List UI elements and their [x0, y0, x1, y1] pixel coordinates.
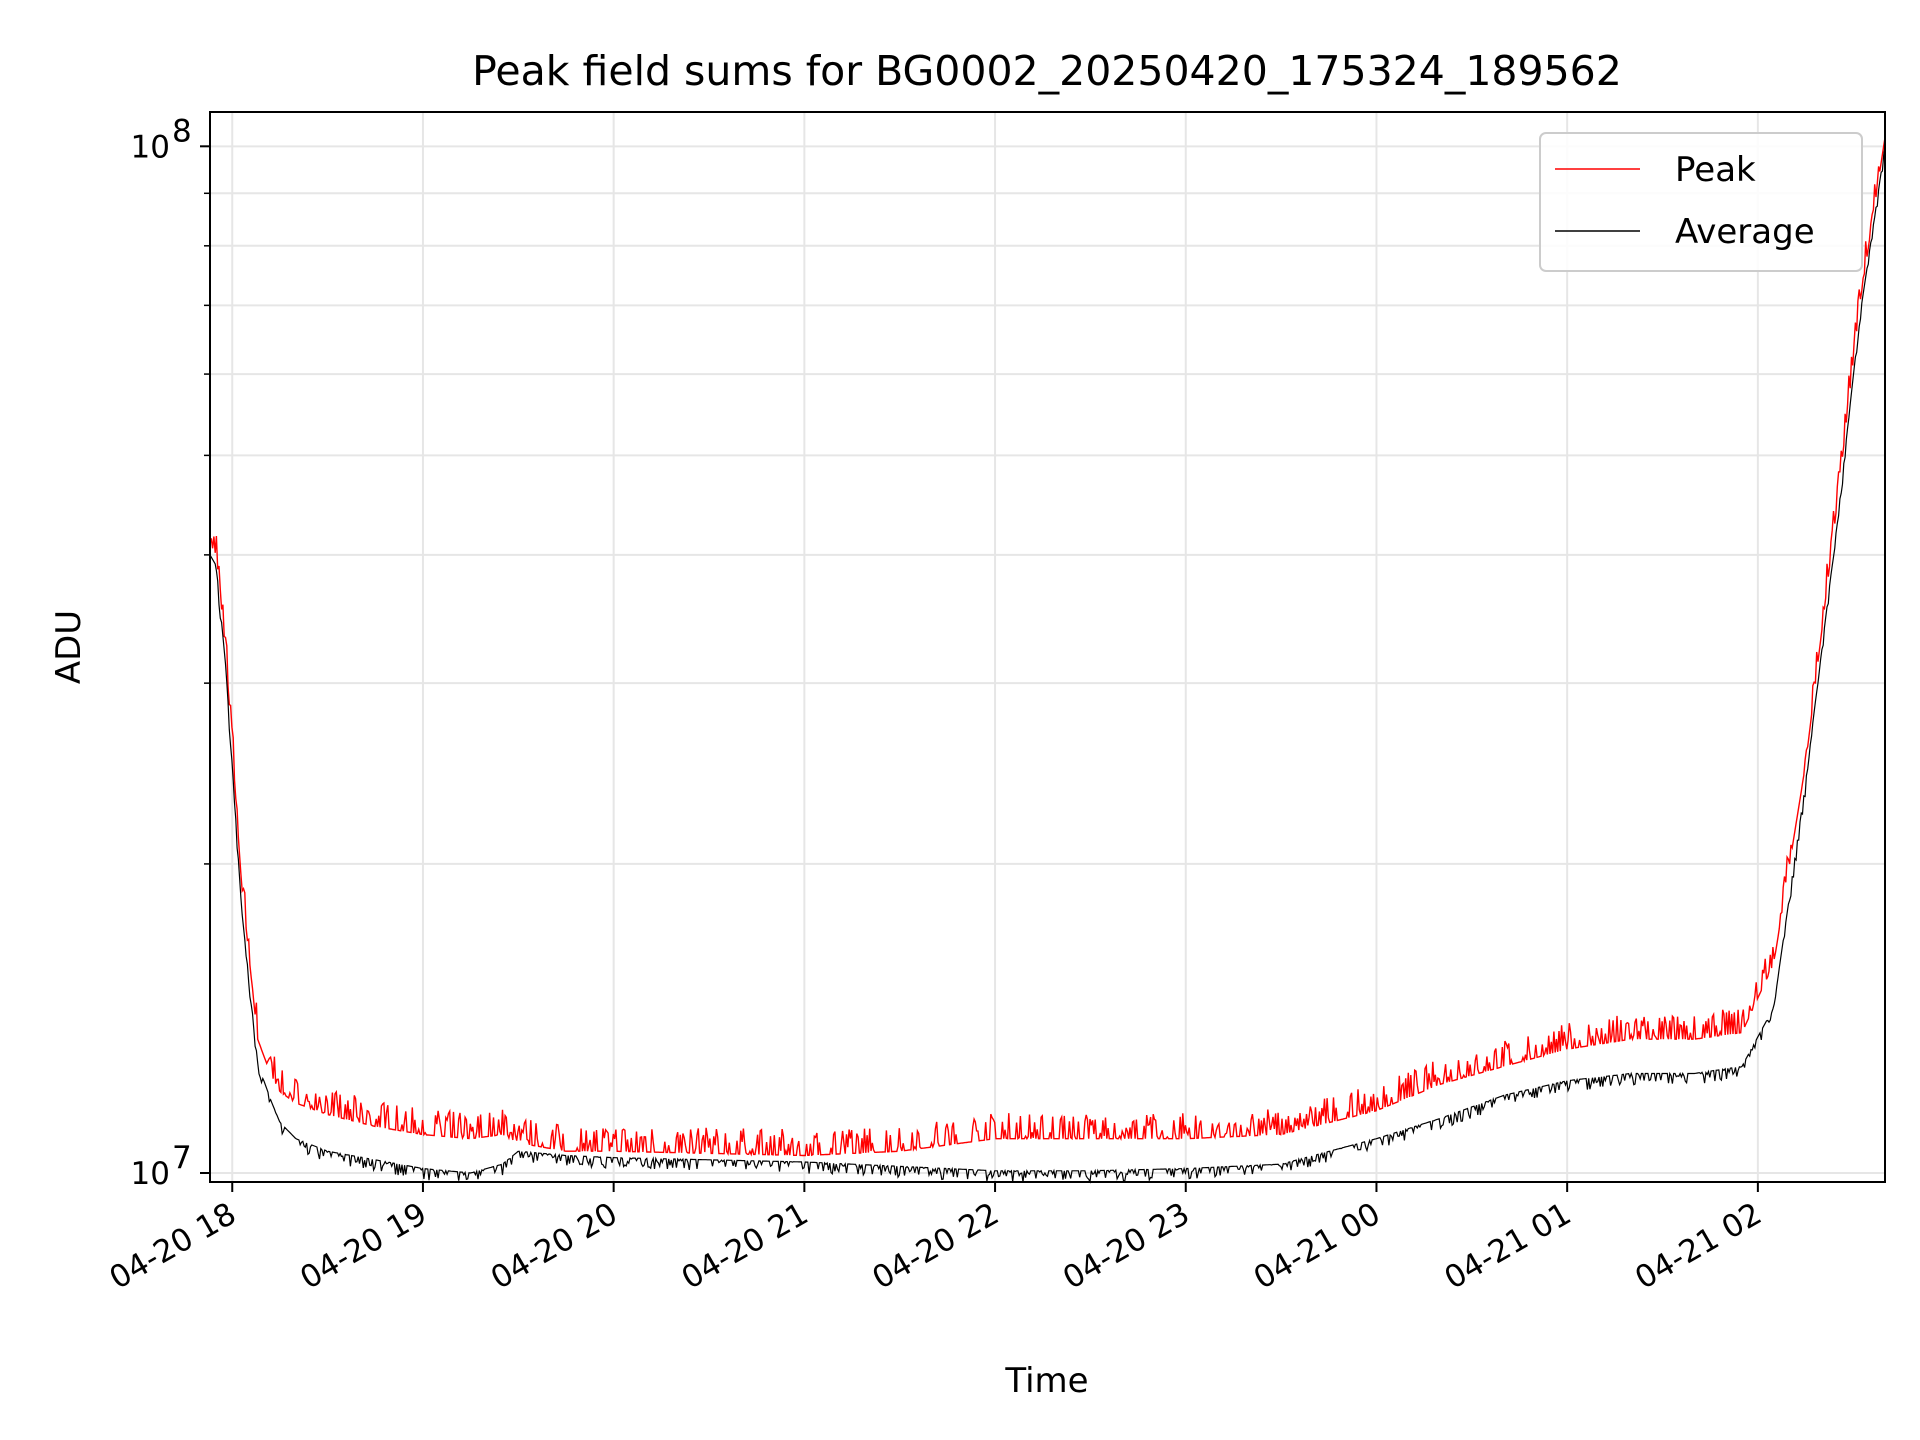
- chart-title: Peak field sums for BG0002_20250420_1753…: [472, 47, 1622, 95]
- legend-label-average: Average: [1675, 212, 1815, 252]
- y-tick-label-exponent: 8: [172, 113, 192, 149]
- legend-box: [1539, 132, 1863, 272]
- series-line-average: [209, 146, 1886, 1184]
- y-tick-label-exponent: 7: [172, 1140, 192, 1176]
- x-axis-label: Time: [1004, 1361, 1088, 1401]
- legend: Peak Average: [1539, 132, 1863, 272]
- series-layer: [209, 137, 1886, 1184]
- y-tick-label: 10: [131, 129, 170, 165]
- plot-area: [209, 111, 1886, 1184]
- plot-frame: [209, 111, 1886, 1183]
- y-axis-label: ADU: [49, 610, 89, 684]
- series-line-peak: [209, 137, 1886, 1157]
- y-tick-label: 10: [131, 1156, 170, 1192]
- plot-background: [210, 112, 1885, 1182]
- legend-label-peak: Peak: [1675, 150, 1756, 190]
